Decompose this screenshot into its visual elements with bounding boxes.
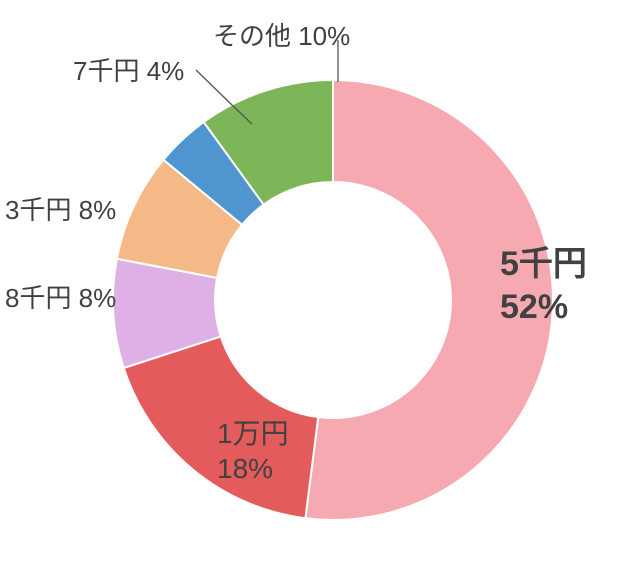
label-5千円: 5千円 52% — [500, 243, 587, 328]
label-7千円: 7千円 4% — [73, 55, 184, 88]
label-8千円: 8千円 8% — [5, 282, 116, 315]
label-その他: その他 10% — [213, 20, 350, 53]
donut-chart: 5千円 52% 1万円 18% 8千円 8% 3千円 8% 7千円 4% その他 10% — [0, 0, 640, 581]
label-1万円: 1万円 18% — [217, 416, 289, 486]
label-3千円: 3千円 8% — [5, 194, 116, 227]
